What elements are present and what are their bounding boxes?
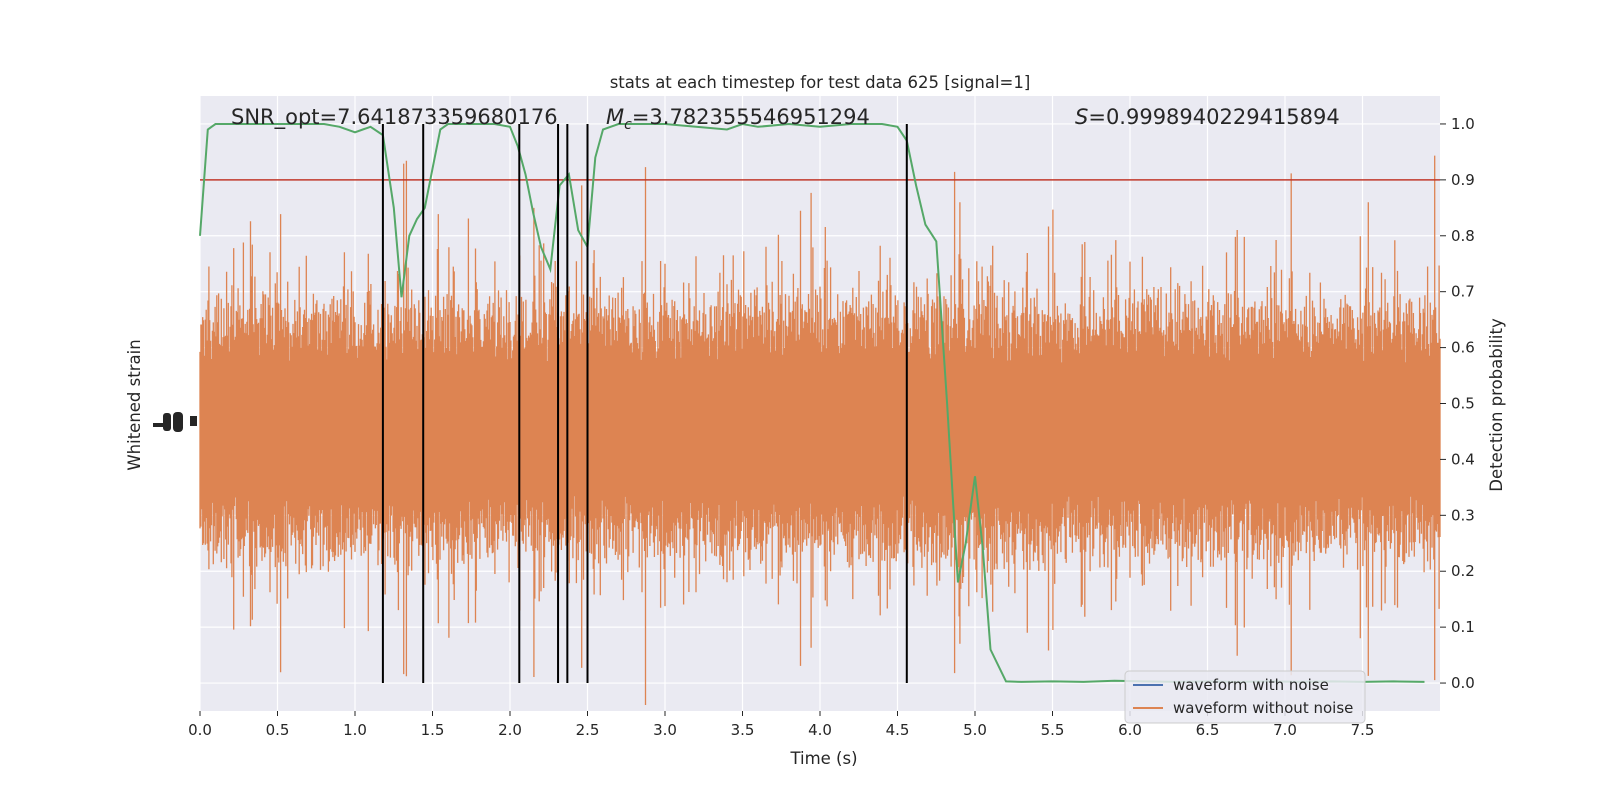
y-tick-label: 0.0	[1451, 674, 1475, 692]
snr-annotation: SNR_opt=7.641873359680176	[231, 105, 558, 130]
y-tick-label: 0.9	[1451, 171, 1475, 189]
x-tick-label: 4.0	[808, 721, 832, 739]
y-right-axis-label: Detection probability	[1487, 318, 1506, 492]
left-tick-blob	[163, 413, 171, 431]
x-tick-label: 0.5	[266, 721, 290, 739]
detection-probability-line	[199, 122, 1425, 683]
x-tick-label: 6.5	[1196, 721, 1220, 739]
x-tick-label: 7.0	[1273, 721, 1297, 739]
x-tick-label: 3.0	[653, 721, 677, 739]
x-tick-label: 1.0	[343, 721, 367, 739]
s-symbol: S	[1075, 105, 1088, 129]
left-tick-blob	[173, 412, 183, 432]
x-axis-label: Time (s)	[789, 749, 857, 768]
x-tick-label: 2.5	[576, 721, 600, 739]
x-tick-label: 1.5	[421, 721, 445, 739]
y-tick-label: 0.6	[1451, 339, 1475, 357]
y-tick-label: 0.1	[1451, 618, 1475, 636]
legend: waveform with noise waveform without noi…	[1124, 670, 1366, 724]
y-right-axis-ticks: 0.0 0.1 0.2 0.3 0.4 0.5 0.6 0.7 0.8 0.9 1.0	[1440, 115, 1475, 692]
x-axis-ticks: 0.0 0.5 1.0 1.5 2.0 2.5 3.0 3.5 4.0 4.5 5.0 5.5 6.0 6…	[188, 711, 1374, 739]
y-left-axis-label: Whitened strain	[125, 339, 144, 470]
x-tick-label: 7.5	[1351, 721, 1375, 739]
x-tick-label: 4.5	[886, 721, 910, 739]
s-value: =0.9998940229415894	[1088, 105, 1339, 129]
y-tick-label: 0.7	[1451, 283, 1475, 301]
strain-waveform	[199, 155, 1441, 705]
x-tick-label: 5.0	[963, 721, 987, 739]
x-tick-label: 0.0	[188, 721, 212, 739]
x-tick-label: 2.0	[498, 721, 522, 739]
mc-value: =3.782355546951294	[632, 105, 870, 129]
mc-subscript: c	[624, 117, 632, 133]
y-tick-label: 0.2	[1451, 562, 1475, 580]
left-tick-blob	[153, 423, 163, 427]
chart-title: stats at each timestep for test data 625…	[610, 73, 1031, 92]
trigger-vertical-lines	[381, 123, 908, 684]
y-tick-label: 0.8	[1451, 227, 1475, 245]
y-tick-label: 1.0	[1451, 115, 1475, 133]
waveform-without-noise	[199, 155, 1441, 705]
s-annotation: S=0.9998940229415894	[1075, 105, 1340, 129]
y-tick-label: 0.5	[1451, 395, 1475, 413]
legend-label-without-noise: waveform without noise	[1173, 699, 1353, 717]
left-tick-blob	[190, 416, 197, 426]
legend-box	[1124, 670, 1366, 724]
x-tick-label: 6.0	[1118, 721, 1142, 739]
x-tick-label: 3.5	[731, 721, 755, 739]
y-tick-label: 0.4	[1451, 450, 1475, 468]
mc-symbol: M	[606, 105, 624, 129]
x-tick-label: 5.5	[1041, 721, 1065, 739]
left-axis-stacked-ticks	[153, 412, 197, 432]
detection-probability-series	[199, 122, 1425, 683]
mc-annotation: Mc=3.782355546951294	[606, 105, 870, 133]
y-tick-label: 0.3	[1451, 506, 1475, 524]
legend-label-with-noise: waveform with noise	[1173, 676, 1329, 694]
